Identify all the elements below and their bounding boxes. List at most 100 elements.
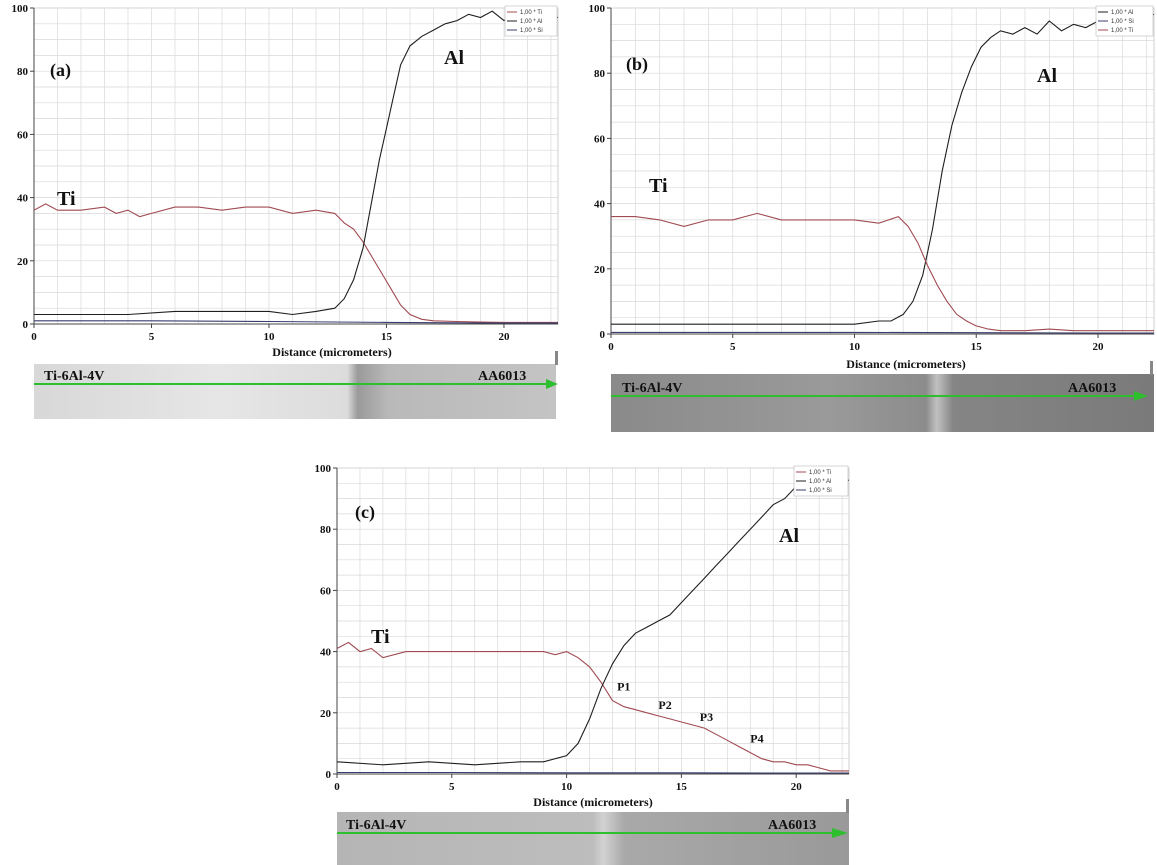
panel-a-series (33, 10, 559, 324)
x-tick-label: 5 (449, 781, 455, 793)
x-tick-label: 15 (676, 781, 688, 793)
panel-b-micrograph: Ti-6Al-4V AA6013 (611, 361, 1154, 432)
panel-a-axes: 0 5 10 15 20 0 20 40 60 80 100 (12, 3, 558, 343)
y-tick-label: 20 (320, 708, 332, 720)
panel-c-micrograph-image (337, 812, 849, 865)
panel-b-grid (610, 7, 1155, 335)
legend-entry: 1,00 * Al (520, 19, 542, 25)
y-tick-label: 100 (315, 463, 332, 475)
legend-entry: 1,00 * Ti (809, 470, 831, 476)
legend-entry: 1,00 * Ti (1111, 28, 1133, 34)
series-line-ti (33, 203, 558, 323)
panel-a-grid (33, 7, 559, 325)
x-tick-label: 10 (263, 331, 275, 343)
y-tick-label: 0 (23, 319, 29, 331)
panel-a-legend: 1,00 * Ti 1,00 * Al 1,00 * Si (504, 5, 558, 37)
x-tick-label: 20 (791, 781, 803, 793)
panel-b-legend: 1,00 * Al 1,00 * Si 1,00 * Ti (1095, 5, 1154, 37)
panel-c-micrograph-left-label: Ti-6Al-4V (346, 818, 406, 833)
point-label-p1: P1 (617, 679, 630, 693)
x-tick-label: 0 (334, 781, 340, 793)
panel-c-al-label: Al (779, 525, 799, 547)
series-line-si (34, 320, 558, 324)
legend-entry: 1,00 * Ti (520, 10, 542, 16)
x-tick-label: 20 (498, 331, 510, 343)
panel-a-micrograph-image (34, 364, 556, 419)
panel-a-scrollbar-stub (555, 351, 558, 365)
legend-entry: 1,00 * Al (809, 479, 831, 485)
y-tick-label: 80 (17, 66, 29, 78)
panel-c-axes: 0 5 10 15 20 0 20 40 60 80 100 (315, 463, 849, 793)
y-tick-label: 60 (17, 129, 29, 141)
y-tick-label: 80 (320, 524, 332, 536)
panel-c-micrograph-right-label: AA6013 (768, 818, 816, 833)
panel-b: 0 5 10 15 20 0 20 40 60 80 100 (b) Ti Al Distance … (589, 3, 1155, 432)
panel-b-micrograph-image (611, 374, 1154, 432)
series-line-si (611, 331, 1154, 334)
panel-c-micrograph: Ti-6Al-4V AA6013 (337, 799, 849, 865)
panel-c-series (336, 479, 850, 774)
panel-c-label: (c) (355, 502, 375, 523)
panel-a-scan-arrow-icon (546, 379, 558, 389)
y-tick-label: 100 (12, 3, 29, 15)
y-tick-label: 0 (600, 329, 606, 341)
panel-a-ti-label: Ti (57, 188, 76, 210)
panel-b-axes: 0 5 10 15 20 0 20 40 60 80 100 (589, 3, 1154, 353)
series-line-al (34, 10, 559, 316)
series-line-ti (611, 212, 1154, 332)
panel-b-ti-label: Ti (649, 175, 668, 197)
panel-a: 0 5 10 15 20 0 20 40 60 80 100 (a) Ti Al Distance … (12, 3, 559, 419)
series-line-ti (336, 641, 849, 772)
panel-b-scrollbar-stub (1150, 361, 1153, 375)
panel-a-al-label: Al (444, 47, 464, 69)
x-tick-label: 10 (561, 781, 573, 793)
panel-b-micrograph-right-label: AA6013 (1068, 381, 1116, 396)
panel-a-micrograph-right-label: AA6013 (478, 369, 526, 384)
panel-b-label: (b) (626, 54, 648, 75)
series-line-si (337, 771, 849, 774)
y-tick-label: 40 (17, 193, 29, 205)
panel-c-legend: 1,00 * Ti 1,00 * Al 1,00 * Si (793, 465, 849, 497)
panel-b-x-axis-label: Distance (micrometers) (846, 357, 965, 371)
y-tick-label: 20 (17, 256, 29, 268)
x-tick-label: 20 (1092, 341, 1104, 353)
legend-entry: 1,00 * Si (1111, 19, 1134, 25)
x-tick-label: 5 (149, 331, 155, 343)
panel-c-grid (336, 467, 850, 775)
point-label-p2: P2 (658, 698, 671, 712)
x-tick-label: 15 (381, 331, 393, 343)
panel-a-micrograph-left-label: Ti-6Al-4V (44, 369, 104, 384)
x-tick-label: 10 (849, 341, 861, 353)
panel-c-scan-arrow-icon (832, 828, 848, 838)
panel-c-point-labels: P1 P2 P3 P4 (617, 679, 764, 745)
legend-entry: 1,00 * Si (809, 488, 832, 494)
x-tick-label: 0 (31, 331, 37, 343)
panel-b-series (611, 13, 1155, 334)
point-label-p4: P4 (750, 731, 763, 745)
y-tick-label: 60 (320, 585, 332, 597)
y-tick-label: 40 (594, 199, 606, 211)
legend-entry: 1,00 * Si (520, 28, 543, 34)
panel-a-label: (a) (50, 60, 71, 81)
y-tick-label: 20 (594, 264, 606, 276)
y-tick-label: 100 (589, 3, 606, 15)
panel-c-x-axis-label: Distance (micrometers) (533, 795, 652, 809)
point-label-p3: P3 (700, 710, 713, 724)
panel-b-micrograph-left-label: Ti-6Al-4V (622, 381, 682, 396)
panel-c-ti-label: Ti (371, 626, 390, 648)
panel-b-scan-arrow-icon (1134, 391, 1148, 401)
y-tick-label: 0 (326, 769, 332, 781)
panel-b-al-label: Al (1037, 65, 1057, 87)
panel-c-scrollbar-stub (846, 799, 849, 813)
legend-entry: 1,00 * Al (1111, 10, 1133, 16)
series-line-al (611, 13, 1155, 325)
y-tick-label: 60 (594, 133, 606, 145)
x-tick-label: 15 (971, 341, 983, 353)
panel-a-micrograph: Ti-6Al-4V AA6013 (34, 351, 558, 419)
x-tick-label: 0 (608, 341, 614, 353)
y-tick-label: 40 (320, 647, 332, 659)
panel-a-x-axis-label: Distance (micrometers) (272, 345, 391, 359)
x-tick-label: 5 (730, 341, 736, 353)
